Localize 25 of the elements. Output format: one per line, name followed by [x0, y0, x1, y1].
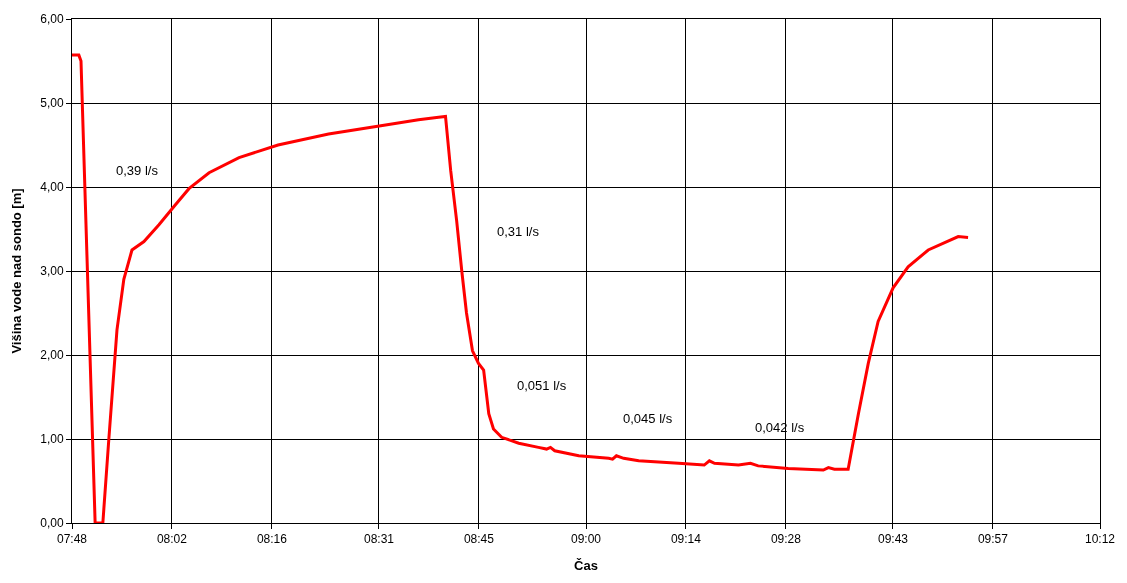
x-tick-label: 09:43: [877, 532, 909, 547]
x-tick-label: 08:02: [156, 532, 188, 547]
line-series: [72, 53, 970, 523]
x-tick-label: 08:16: [256, 532, 288, 547]
x-tick-label: 08:45: [463, 532, 495, 547]
y-tick-label: 0,00: [40, 516, 64, 531]
x-axis-title: Čas: [574, 558, 598, 573]
x-tick-label: 10:12: [1084, 532, 1116, 547]
annotation: 0,045 l/s: [623, 411, 673, 426]
y-tick-label: 2,00: [40, 348, 64, 363]
x-tick-label: 07:48: [56, 532, 88, 547]
x-tick-label: 09:28: [770, 532, 802, 547]
y-tick-label: 1,00: [40, 432, 64, 447]
y-axis-title: Višina vode nad sondo [m]: [9, 188, 25, 354]
y-tick-label: 3,00: [40, 264, 64, 279]
annotation: 0,051 l/s: [517, 378, 567, 393]
y-tick-label: 4,00: [40, 180, 64, 195]
annotation: 0,31 l/s: [497, 224, 540, 239]
y-tick-label: 6,00: [40, 12, 64, 27]
x-tick-label: 09:00: [570, 532, 602, 547]
x-tick-label: 09:14: [670, 532, 702, 547]
annotation: 0,39 l/s: [116, 163, 159, 178]
x-tick-label: 08:31: [363, 532, 395, 547]
y-tick-label: 5,00: [40, 96, 64, 111]
x-tick-label: 09:57: [977, 532, 1009, 547]
